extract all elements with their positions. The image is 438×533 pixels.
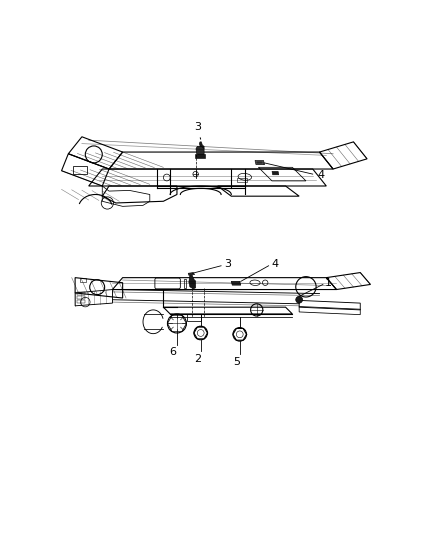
Bar	[237, 177, 247, 182]
Polygon shape	[188, 272, 194, 275]
Polygon shape	[231, 281, 241, 285]
Bar	[77, 292, 85, 295]
Text: 2: 2	[194, 354, 201, 364]
Bar	[77, 296, 85, 298]
Text: 5: 5	[233, 357, 240, 367]
Text: 4: 4	[318, 170, 325, 180]
Polygon shape	[189, 275, 196, 289]
Text: 6: 6	[170, 347, 177, 357]
Polygon shape	[196, 146, 204, 157]
Text: 3: 3	[194, 122, 201, 139]
Bar	[74, 166, 87, 174]
Bar	[77, 300, 85, 303]
Polygon shape	[195, 154, 205, 158]
Text: 3: 3	[224, 259, 231, 269]
Polygon shape	[199, 142, 204, 150]
Polygon shape	[272, 172, 279, 175]
Bar	[256, 161, 263, 164]
Polygon shape	[255, 160, 265, 165]
Circle shape	[296, 296, 303, 303]
Bar	[184, 279, 187, 288]
Text: 1: 1	[325, 278, 332, 288]
Bar	[80, 278, 86, 282]
Text: 4: 4	[271, 260, 279, 269]
